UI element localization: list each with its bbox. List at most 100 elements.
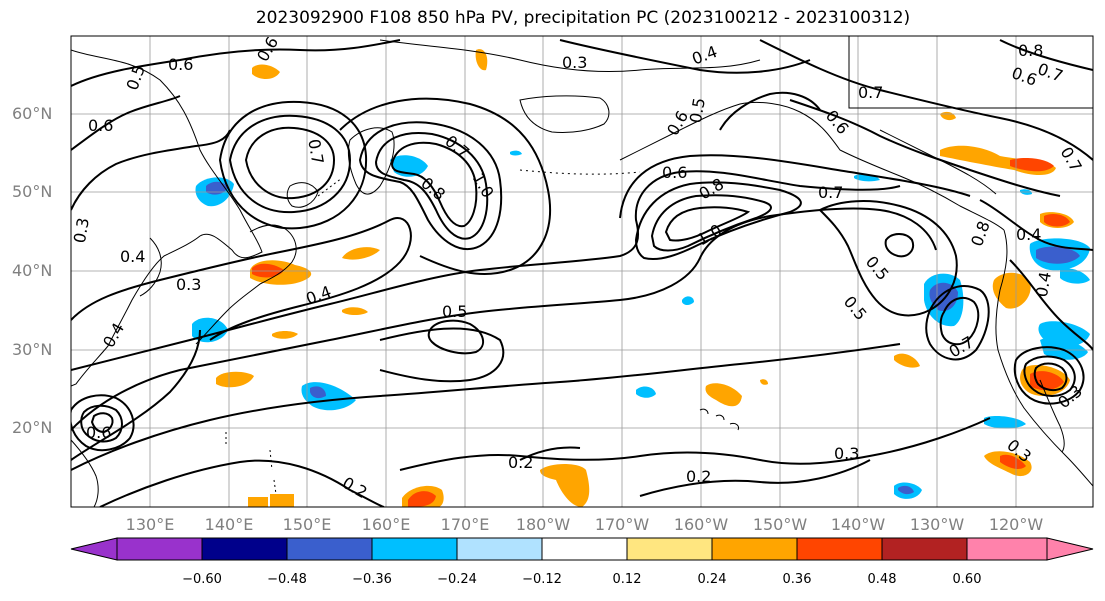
map-title: 2023092900 F108 850 hPa PV, precipitatio… bbox=[255, 8, 911, 28]
contour-line bbox=[719, 91, 821, 131]
precip-positive-area bbox=[408, 491, 436, 507]
precip-positive-area bbox=[270, 494, 294, 507]
contour-line bbox=[99, 459, 385, 507]
colorbar-segment bbox=[966, 537, 1048, 561]
colorbar-segment bbox=[626, 537, 713, 561]
contour-label: 0.7 bbox=[858, 83, 883, 102]
contour-line bbox=[218, 100, 368, 230]
precip-negative-area bbox=[310, 386, 326, 399]
contour-line bbox=[228, 114, 352, 214]
contour-line bbox=[90, 412, 114, 434]
contour-line bbox=[71, 343, 901, 471]
coastline-hawaii bbox=[699, 408, 739, 431]
contour-label: 0.4 bbox=[1016, 225, 1041, 244]
contour-line bbox=[390, 141, 478, 228]
lat-label: 40°N bbox=[12, 261, 53, 280]
precip-positive-area bbox=[248, 497, 268, 507]
contour-line bbox=[789, 99, 1061, 197]
lat-label: 20°N bbox=[12, 418, 53, 437]
contour-line bbox=[979, 199, 1093, 251]
coastline-aleutians bbox=[519, 169, 641, 175]
contour-line bbox=[374, 132, 489, 240]
colorbar-extend-low bbox=[70, 537, 118, 561]
coastline-islands bbox=[225, 432, 277, 495]
lon-label: 180°W bbox=[515, 515, 571, 534]
contour-line bbox=[71, 329, 201, 461]
contour-line bbox=[1009, 259, 1093, 351]
colorbar bbox=[70, 537, 1094, 561]
precip-positive-area bbox=[252, 64, 280, 79]
precip-negative-area bbox=[984, 416, 1026, 429]
precip-positive-area bbox=[216, 371, 254, 388]
lon-label: 160°W bbox=[673, 515, 729, 534]
contour-label: 0.6 bbox=[86, 423, 111, 442]
lon-label: 130°E bbox=[125, 515, 175, 534]
colorbar-segment bbox=[116, 537, 203, 561]
precip-positive-area bbox=[272, 331, 298, 339]
colorbar-tick-label: −0.60 bbox=[182, 572, 222, 587]
colorbar-tick-label: 0.12 bbox=[612, 572, 642, 587]
contour-line bbox=[999, 39, 1093, 71]
lat-label: 60°N bbox=[12, 104, 53, 123]
contour-label: 0.4 bbox=[1032, 270, 1055, 298]
precip-positive-area bbox=[475, 49, 488, 71]
precip-positive-area bbox=[705, 383, 742, 407]
colorbar-segment bbox=[201, 537, 288, 561]
lon-label: 140°W bbox=[830, 515, 886, 534]
coastline-baja bbox=[1039, 379, 1065, 453]
lon-label: 140°E bbox=[204, 515, 254, 534]
contour-line bbox=[244, 126, 336, 200]
contour-label: 0.7 bbox=[304, 138, 327, 166]
contour-line bbox=[427, 319, 485, 355]
map-background bbox=[71, 36, 1093, 507]
colorbar-tick-label: −0.24 bbox=[437, 572, 477, 587]
contour-line bbox=[379, 327, 505, 383]
coastline-kuriles bbox=[317, 177, 343, 197]
contour-line bbox=[1023, 355, 1076, 397]
contour-line bbox=[639, 459, 871, 497]
coastline-alaska bbox=[619, 101, 1005, 231]
coastline-asia bbox=[71, 49, 263, 387]
coastline-philippines bbox=[71, 439, 99, 507]
contour-label: 0.5 bbox=[442, 302, 467, 321]
contour-label: 0.8 bbox=[1018, 41, 1043, 60]
precip-positive-area bbox=[540, 464, 590, 507]
contour-line bbox=[884, 233, 914, 258]
colorbar-tick-label: −0.36 bbox=[352, 572, 392, 587]
precip-negative-area bbox=[682, 296, 694, 305]
colorbar-segment bbox=[456, 537, 543, 561]
lon-label: 130°W bbox=[909, 515, 965, 534]
lon-label: 150°W bbox=[752, 515, 808, 534]
precip-positive-area bbox=[342, 307, 368, 315]
contour-label: 0.6 bbox=[88, 116, 113, 135]
contour-label: 0.3 bbox=[562, 53, 587, 72]
lon-label: 160°E bbox=[361, 515, 411, 534]
contour-line bbox=[1033, 362, 1068, 392]
precip-negative-area bbox=[898, 485, 914, 495]
contour-label: 0.7 bbox=[818, 183, 843, 202]
lon-label: 150°E bbox=[282, 515, 332, 534]
precip-positive-area bbox=[1000, 454, 1026, 469]
contour-label: 0.6 bbox=[662, 163, 687, 182]
colorbar-tick-label: 0.48 bbox=[867, 572, 897, 587]
coastline-russia-north bbox=[379, 39, 761, 73]
contour-line bbox=[559, 39, 811, 74]
colorbar-segment bbox=[286, 537, 373, 561]
coastlines bbox=[71, 36, 1093, 507]
contour-line bbox=[634, 181, 802, 260]
contour-line bbox=[71, 207, 937, 431]
precip-positive-area bbox=[894, 353, 920, 368]
coastline-north-america bbox=[995, 229, 1093, 487]
contour-line bbox=[1013, 346, 1085, 405]
precip-positive-area bbox=[342, 247, 380, 260]
contour-line bbox=[71, 170, 901, 371]
coastline-bering bbox=[519, 95, 610, 133]
contour-line bbox=[818, 200, 958, 317]
colorbar-tick-label: −0.48 bbox=[267, 572, 307, 587]
contour-line bbox=[71, 217, 412, 341]
contour-line bbox=[650, 194, 772, 252]
contour-line bbox=[339, 97, 552, 276]
precip-negative-area bbox=[192, 317, 228, 343]
colorbar-tick-label: −0.12 bbox=[522, 572, 562, 587]
